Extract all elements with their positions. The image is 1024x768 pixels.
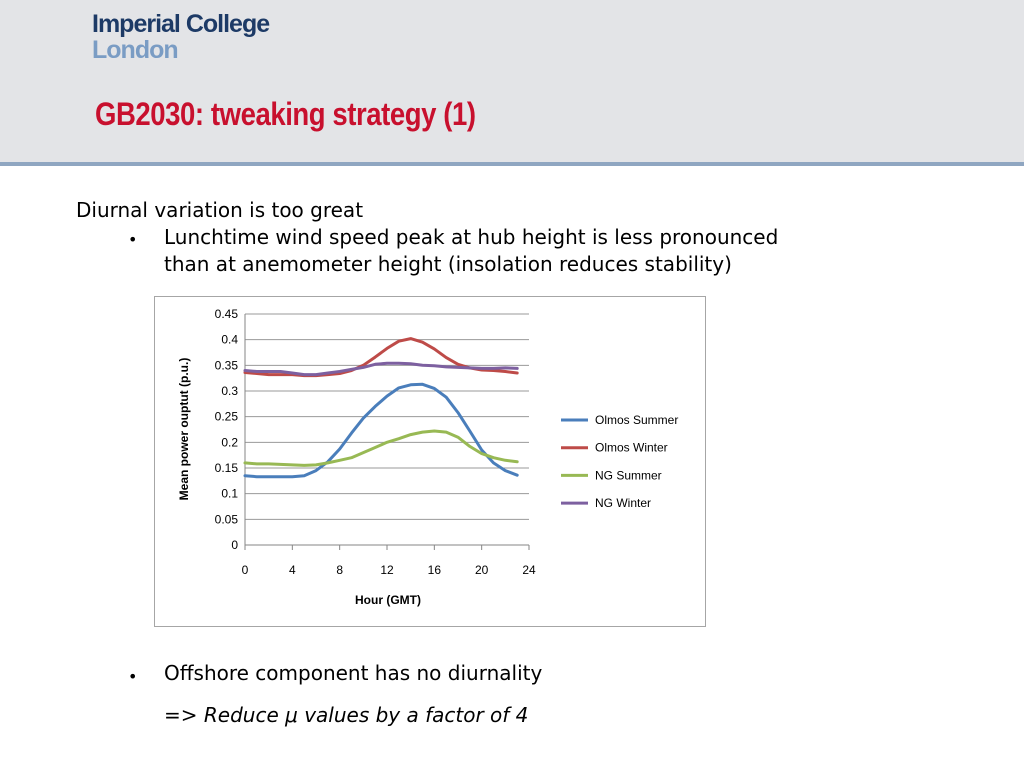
bullet-1-line-1: Lunchtime wind speed peak at hub height … xyxy=(164,225,779,249)
logo-line-2: London xyxy=(92,36,179,64)
y-tick-label: 0.35 xyxy=(215,358,239,372)
legend-label-ng-winter: NG Winter xyxy=(595,496,651,510)
diurnal-power-chart: 0 0.05 0.1 0.15 0.2 0.25 0.3 0.35 0.4 0.45 0 4 8 12 16… xyxy=(154,296,706,627)
chart-svg: 0 0.05 0.1 0.15 0.2 0.25 0.3 0.35 0.4 0.45 0 4 8 12 16… xyxy=(177,307,678,607)
x-tick-label: 8 xyxy=(336,563,343,577)
y-tick-label: 0.05 xyxy=(215,512,239,526)
header-divider xyxy=(0,162,1024,166)
y-tick-label: 0.45 xyxy=(215,307,239,321)
x-tick-label: 20 xyxy=(475,563,489,577)
conclusion-arrow: => xyxy=(164,703,204,727)
bullet-2-text: Offshore component has no diurnality xyxy=(164,661,543,685)
x-tick-label: 24 xyxy=(522,563,536,577)
x-tick-label: 16 xyxy=(428,563,442,577)
series-line-ng-winter xyxy=(243,361,519,377)
chart-series xyxy=(243,337,519,479)
x-tick-label: 0 xyxy=(242,563,249,577)
y-tick-label: 0.1 xyxy=(221,487,238,501)
bullet-1-glyph: • xyxy=(128,230,138,249)
x-tick-label: 4 xyxy=(289,563,296,577)
series-line-ng-summer xyxy=(243,429,519,467)
y-tick-label: 0.3 xyxy=(221,384,238,398)
bullet-2-glyph: • xyxy=(128,667,138,686)
y-tick-label: 0.4 xyxy=(221,333,238,347)
y-tick-label: 0.2 xyxy=(221,435,238,449)
imperial-college-logo: Imperial College London xyxy=(92,10,270,64)
y-axis-title: Mean power ouptut (p.u.) xyxy=(177,358,191,501)
conclusion-text: Reduce μ values by a factor of 4 xyxy=(203,703,529,727)
slide-title: GB2030: tweaking strategy (1) xyxy=(95,96,476,132)
series-line-olmos-winter xyxy=(243,337,519,378)
x-tick-label: 12 xyxy=(380,563,394,577)
slide-header: Imperial College London GB2030: tweaking… xyxy=(0,0,1024,162)
chart-axes: 0 0.05 0.1 0.15 0.2 0.25 0.3 0.35 0.4 0.45 0 4 8 12 16… xyxy=(215,307,536,577)
bullet-1-line-2: than at anemometer height (insolation re… xyxy=(164,252,732,276)
chart-legend: Olmos Summer Olmos Winter NG Summer NG Wint… xyxy=(561,413,678,510)
y-tick-label: 0 xyxy=(231,538,238,552)
body-heading: Diurnal variation is too great xyxy=(76,198,364,222)
conclusion-line: => Reduce μ values by a factor of 4 xyxy=(164,702,528,729)
legend-label-ng-summer: NG Summer xyxy=(595,468,662,482)
x-axis-title: Hour (GMT) xyxy=(355,593,421,607)
legend-label-olmos-winter: Olmos Winter xyxy=(595,441,668,455)
y-tick-label: 0.25 xyxy=(215,410,239,424)
y-tick-label: 0.15 xyxy=(215,461,239,475)
series-line-olmos-summer xyxy=(243,382,519,479)
legend-label-olmos-summer: Olmos Summer xyxy=(595,413,678,427)
logo-line-1: Imperial College xyxy=(92,10,270,38)
